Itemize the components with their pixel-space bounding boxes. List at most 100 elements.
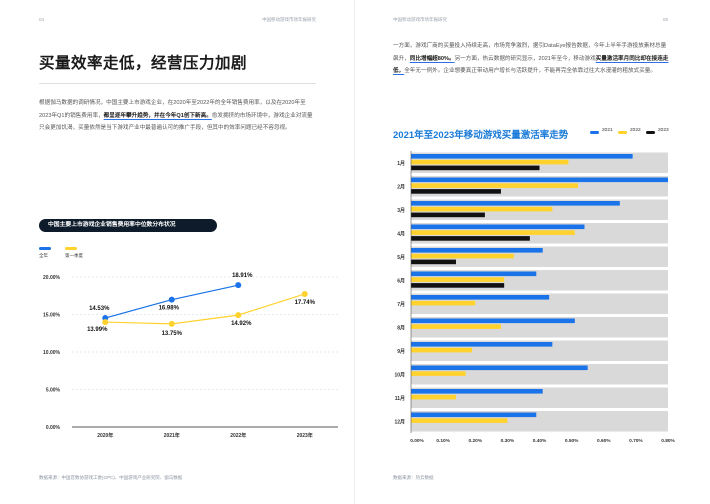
page-number-left: 04 [39, 17, 45, 22]
data-point [235, 282, 242, 289]
data-point [235, 312, 242, 319]
source-note-right: 数据来源：热云数据 [393, 475, 434, 480]
legend-label-2023: 2023 [658, 128, 669, 133]
category-label: 2月 [397, 183, 405, 190]
legend-swatch-2022 [618, 131, 627, 134]
bar-chart-title: 2021年至2023年移动游戏买量激活率走势 [393, 130, 569, 141]
category-label: 4月 [397, 230, 405, 237]
bar [411, 201, 620, 206]
data-label: 13.99% [87, 327, 108, 333]
x-tick-label: 0.10% [436, 438, 450, 444]
x-tick-label: 2022年 [230, 432, 246, 439]
legend-label-q1: 第一季度 [65, 253, 83, 258]
category-label: 10月 [394, 371, 405, 378]
bar [411, 389, 543, 394]
right-paragraph-highlight-1: 同比增幅超80%。 [409, 55, 455, 62]
body-paragraph-left: 根据伽马数据的调研情况，中国主要上市游戏企业，在2020年至2022年的全年销售… [39, 97, 317, 135]
data-label: 13.75% [162, 331, 183, 337]
x-tick-label: 0.00% [410, 438, 424, 444]
bar [411, 177, 668, 183]
category-label: 5月 [397, 254, 405, 261]
bar [411, 412, 537, 418]
y-tick-label: 10.00% [43, 350, 61, 356]
x-tick-label: 2020年 [97, 432, 113, 439]
category-label: 9月 [397, 348, 405, 355]
title-divider [39, 83, 316, 84]
series-line [105, 293, 305, 325]
bar [411, 159, 569, 165]
y-tick-label: 20.00% [43, 275, 61, 281]
bar [411, 230, 575, 235]
category-label: 6月 [397, 277, 405, 284]
legend-swatch-q1 [65, 247, 77, 250]
category-label: 11月 [395, 395, 405, 402]
x-tick-label: 0.30% [501, 438, 515, 444]
legend-swatch-annual [39, 247, 51, 250]
legend-swatch-2021 [590, 131, 599, 134]
bar [411, 277, 505, 282]
bar [411, 259, 456, 265]
left-paragraph-text-0: 根据伽马数据的调研情况，中国主要上市游戏企业，在2020年至2022年的全年销售… [39, 100, 306, 119]
bar [411, 248, 543, 253]
data-label: 14.92% [231, 321, 252, 327]
line-chart-title: 中国主要上市游戏企业销售费用率中位数分布状况 [39, 219, 217, 232]
bar [411, 236, 530, 241]
y-tick-label: 15.00% [43, 312, 61, 318]
bar [411, 253, 514, 259]
data-point [168, 296, 175, 303]
bar [411, 347, 473, 353]
data-label: 14.53% [89, 306, 110, 312]
bar [411, 295, 550, 300]
y-tick-label: 5.00% [46, 387, 61, 393]
page-number-right: 05 [663, 17, 669, 22]
source-note-left: 数据来源：中国音数协游戏工委(GPC)、中国游戏产业研究院、伽马数据 [39, 475, 183, 480]
legend-label-2021: 2021 [602, 128, 613, 133]
bar [411, 300, 476, 306]
legend-label-2022: 2022 [630, 128, 641, 133]
right-paragraph-highlight-3: 买量激活率月同比却在接连走低， [393, 55, 669, 75]
left-paragraph-highlight-1: 都呈逐年攀升趋势，并在今年Q1创下新高。 [103, 112, 212, 119]
right-paragraph-text-0: 一方面，游戏厂商的买量投入持续走高，市场竞争激烈，据引DataEye报告数据，今… [393, 43, 667, 62]
bar [411, 189, 501, 194]
bar [411, 371, 466, 376]
data-point [168, 320, 175, 327]
legend-swatch-2023 [646, 131, 655, 134]
category-label: 1月 [397, 160, 405, 167]
bar [411, 212, 485, 218]
legend-label-annual: 全年 [39, 253, 48, 258]
bar [411, 224, 585, 230]
data-label: 16.98% [159, 306, 180, 312]
bar [411, 394, 456, 400]
x-tick-label: 0.60% [597, 438, 611, 444]
line-chart: 0.00% 5.00% 10.00% 15.00% 20.00% 2020年 2021年 20… [43, 273, 338, 439]
x-tick-label: 2021年 [164, 432, 180, 439]
left-page: 04 中国移动游戏市场年报研究 买量效率走低，经营压力加剧 根据伽马数据的调研情… [39, 17, 317, 480]
bar [411, 342, 553, 347]
data-point [301, 290, 308, 297]
right-paragraph-text-2: 另一方面，热云数据的研究显示，2021年至今，移动游戏 [454, 55, 596, 62]
x-tick-label: 0.40% [533, 438, 547, 444]
bar [411, 365, 588, 371]
bar [411, 324, 501, 329]
x-tick-label: 2023年 [297, 432, 313, 439]
data-label: 18.91% [232, 273, 253, 279]
bar [411, 206, 553, 212]
page-title: 买量效率走低，经营压力加剧 [39, 55, 248, 72]
y-tick-label: 0.00% [46, 425, 61, 431]
bar [411, 271, 537, 277]
bar [411, 418, 508, 423]
running-head-left: 中国移动游戏市场年报研究 [262, 17, 316, 22]
left-paragraph-text-2: 愈发拥挤的市场环境中，游戏企业对流量只会更加饥渴，买量依然是当下游戏产业中最普遍… [39, 112, 313, 132]
category-label: 7月 [397, 301, 405, 308]
running-head-right: 中国移动游戏市场年报研究 [393, 17, 447, 22]
bar [411, 165, 540, 171]
data-point [102, 319, 109, 326]
right-paragraph-text-4: 全年无一例外。企业想要真正带动用户增长与活跃提升，不能再完全依靠过往大水漫灌的粗… [404, 68, 656, 74]
bar [411, 283, 505, 288]
x-tick-label: 0.50% [565, 438, 579, 444]
bar [411, 318, 575, 324]
x-tick-label: 0.20% [468, 438, 482, 444]
category-label: 12月 [394, 418, 405, 425]
data-label: 17.74% [295, 300, 316, 306]
